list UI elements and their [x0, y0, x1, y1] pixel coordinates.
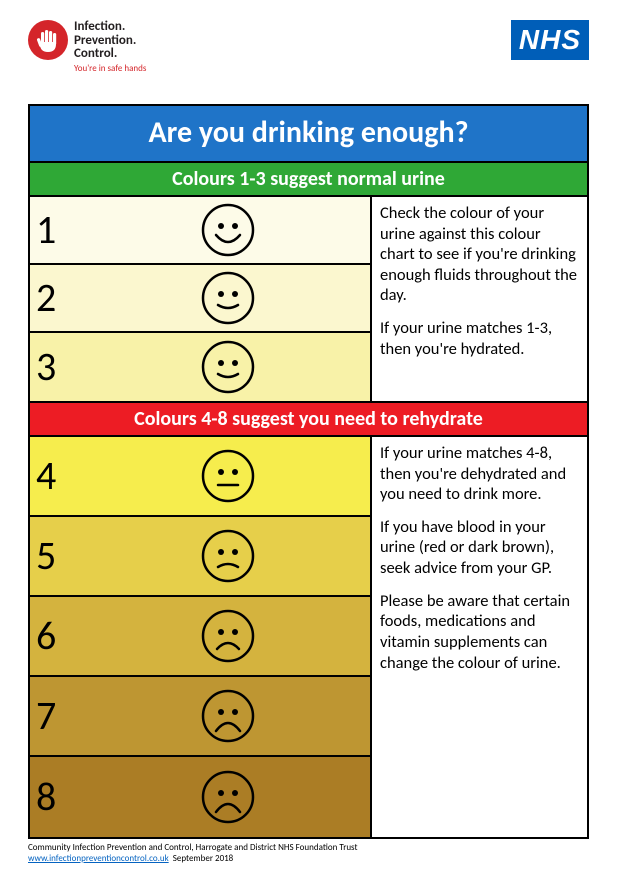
colour-row-1: 1 [30, 197, 370, 265]
hydration-chart: Are you drinking enough? Colours 1-3 sug… [28, 104, 589, 839]
normal-description: Check the colour of your urine against t… [370, 197, 587, 401]
colour-row-6: 6 [30, 597, 370, 677]
neutral-face-icon [85, 449, 370, 503]
colour-number: 8 [30, 772, 85, 821]
colour-row-2: 2 [30, 265, 370, 333]
colour-number: 3 [30, 342, 85, 391]
sad-face-icon [85, 770, 370, 824]
description-paragraph: Please be aware that certain foods, medi… [380, 591, 579, 674]
colour-row-5: 5 [30, 517, 370, 597]
rehydrate-rows: 4 5 6 7 8 [30, 437, 370, 837]
slight-frown-face-icon [85, 529, 370, 583]
normal-rows: 1 2 3 [30, 197, 370, 401]
colour-row-3: 3 [30, 333, 370, 401]
section-normal-grid: 1 2 3 Check the colour of your urine again… [30, 197, 587, 401]
colour-row-7: 7 [30, 677, 370, 757]
description-paragraph: If your urine matches 1-3, then you're h… [380, 318, 579, 359]
colour-row-4: 4 [30, 437, 370, 517]
colour-row-8: 8 [30, 757, 370, 837]
colour-number: 1 [30, 205, 85, 254]
colour-number: 2 [30, 273, 85, 322]
ipc-text-3: Control. [74, 47, 146, 61]
section-rehydrate-header: Colours 4-8 suggest you need to rehydrat… [30, 401, 587, 437]
colour-number: 4 [30, 451, 85, 500]
smile-face-icon [85, 340, 370, 394]
colour-number: 6 [30, 611, 85, 660]
smile-face-icon [85, 271, 370, 325]
rehydrate-description: If your urine matches 4-8, then you're d… [370, 437, 587, 837]
colour-number: 7 [30, 691, 85, 740]
description-paragraph: If your urine matches 4-8, then you're d… [380, 443, 579, 505]
footer-link[interactable]: www.infectionpreventioncontrol.co.uk [28, 853, 169, 864]
sad-face-icon [85, 689, 370, 743]
smile-big-face-icon [85, 203, 370, 257]
nhs-logo: NHS [511, 20, 589, 60]
ipc-tagline: You're in safe hands [74, 63, 146, 74]
frown-face-icon [85, 609, 370, 663]
description-paragraph: If you have blood in your urine (red or … [380, 517, 579, 579]
header: Infection. Prevention. Control. You're i… [28, 20, 589, 74]
footer: Community Infection Prevention and Contr… [28, 843, 589, 865]
section-normal-header: Colours 1-3 suggest normal urine [30, 163, 587, 197]
colour-number: 5 [30, 531, 85, 580]
section-rehydrate-grid: 4 5 6 7 8 If your urine matches 4-8, then yo… [30, 437, 587, 837]
chart-title: Are you drinking enough? [30, 106, 587, 163]
ipc-text-2: Prevention. [74, 34, 146, 48]
ipc-text-1: Infection. [74, 20, 146, 34]
description-paragraph: Check the colour of your urine against t… [380, 203, 579, 306]
footer-date: September 2018 [173, 853, 234, 864]
ipc-logo: Infection. Prevention. Control. You're i… [28, 20, 146, 74]
hand-icon [28, 20, 68, 60]
